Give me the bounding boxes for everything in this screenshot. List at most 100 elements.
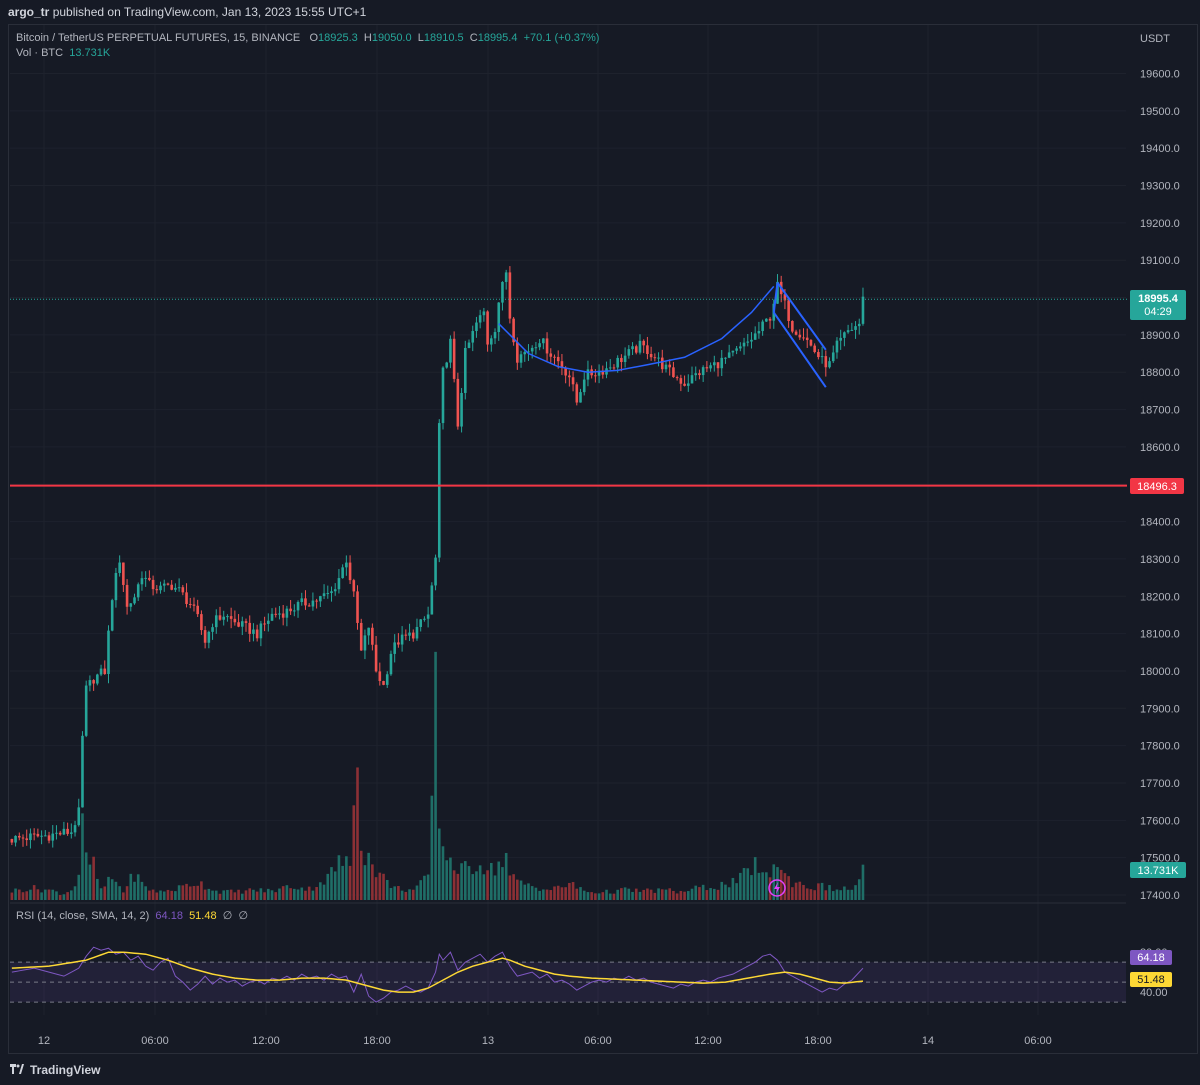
candle-body [490, 338, 493, 345]
candle-body [686, 383, 690, 386]
candle-body [240, 621, 244, 627]
symbol-name[interactable]: Bitcoin / TetherUS PERPETUAL FUTURES, 15… [16, 32, 301, 44]
candle-body [218, 615, 222, 620]
volume-bar [389, 887, 393, 900]
candle-body [850, 329, 854, 331]
volume-bar [694, 885, 698, 900]
candle-body [55, 832, 58, 834]
volume-bar [240, 893, 244, 900]
candle-body [419, 619, 422, 627]
volume-bar [772, 864, 776, 900]
price-tick-label: 18300.0 [1140, 554, 1180, 566]
time-tick-label: 12:00 [252, 1035, 280, 1047]
candle-body [70, 832, 73, 834]
volume-bar [244, 890, 248, 900]
volume-bar [857, 879, 861, 900]
volume-bar [672, 890, 675, 900]
candle-body [724, 357, 727, 359]
tradingview-brand[interactable]: TradingView [30, 1063, 101, 1077]
candle-body [817, 352, 820, 358]
volume-bar [486, 870, 489, 900]
candle-body [359, 622, 363, 651]
volume-bar [51, 889, 55, 900]
rsi-sma-value-text: 51.48 [1137, 974, 1165, 986]
volume-bar [337, 855, 341, 900]
candle-body [854, 326, 857, 330]
candle-body [274, 613, 278, 615]
candle-body [750, 339, 753, 342]
volume-bar [148, 890, 151, 900]
volume-bar [14, 888, 17, 900]
volume-bars [10, 651, 865, 900]
candle-body [177, 587, 181, 589]
volume-bar [255, 891, 259, 900]
volume-bar [713, 888, 716, 900]
price-tick-label: 18800.0 [1140, 367, 1180, 379]
candle-body [475, 322, 478, 332]
volume-bar [449, 857, 452, 900]
volume-bar [88, 864, 92, 900]
volume-bar [701, 884, 705, 900]
candle-body [136, 584, 140, 598]
candle-body [356, 591, 359, 623]
candle-body [787, 300, 790, 321]
cup-pattern-line[interactable] [498, 285, 775, 373]
candle-body [84, 685, 88, 736]
candle-body [252, 629, 255, 634]
candle-body [798, 334, 802, 338]
volume-bar [32, 885, 36, 900]
candle-body [110, 600, 114, 631]
volume-bar [493, 875, 497, 900]
candle-body [828, 361, 831, 368]
candle-body [508, 272, 512, 319]
candle-body [542, 338, 545, 344]
volume-bar [170, 890, 173, 900]
candle-body [423, 618, 426, 620]
volume-bar [129, 873, 133, 900]
candle-body [99, 668, 103, 675]
volume-bar [155, 892, 159, 900]
candle-body [757, 331, 761, 334]
time-tick-label: 12 [38, 1035, 50, 1047]
volume-bar [742, 868, 746, 900]
volume-bar [207, 888, 211, 900]
volume-bar [378, 872, 382, 900]
time-tick-label: 13 [482, 1035, 494, 1047]
publisher-name[interactable]: argo_tr [8, 5, 50, 19]
volume-bar [81, 813, 84, 900]
candle-body [267, 620, 270, 624]
candle-body [564, 367, 567, 376]
candle-body [96, 674, 99, 684]
volume-bar [211, 890, 214, 900]
volume-legend-label[interactable]: Vol · BTC [16, 47, 64, 59]
volume-bar [809, 889, 813, 900]
candle-body [263, 623, 266, 625]
candle-body [159, 585, 162, 591]
volume-bar [371, 864, 374, 900]
candle-body [456, 378, 460, 427]
volume-bar [787, 876, 790, 900]
volume-bar [319, 882, 322, 900]
candle-body [437, 423, 441, 558]
candle-body [813, 345, 816, 353]
rsi-legend-label[interactable]: RSI (14, close, SMA, 14, 2) [16, 910, 150, 922]
volume-bar [746, 868, 750, 900]
volume-bar [352, 805, 356, 900]
candle-body [478, 315, 482, 323]
volume-bar [612, 893, 616, 900]
flag-pattern-lower[interactable] [772, 311, 827, 388]
price-axis: 19600.0 19500.0 19400.0 19300.0 19200.0 19100… [1140, 69, 1180, 1000]
flag-pattern-cap[interactable] [772, 282, 779, 313]
volume-bar [385, 879, 389, 900]
volume-value-text: 13.731K [1138, 865, 1180, 877]
volume-bar [114, 881, 118, 900]
volume-bar [151, 889, 155, 900]
price-tick-label: 18100.0 [1140, 629, 1180, 641]
lightning-icon[interactable] [768, 879, 786, 897]
candle-body [612, 367, 616, 369]
volume-bar [445, 860, 449, 900]
price-tick-label: 19400.0 [1140, 143, 1180, 155]
flag-pattern-upper[interactable] [776, 282, 827, 351]
volume-bar [765, 872, 768, 900]
